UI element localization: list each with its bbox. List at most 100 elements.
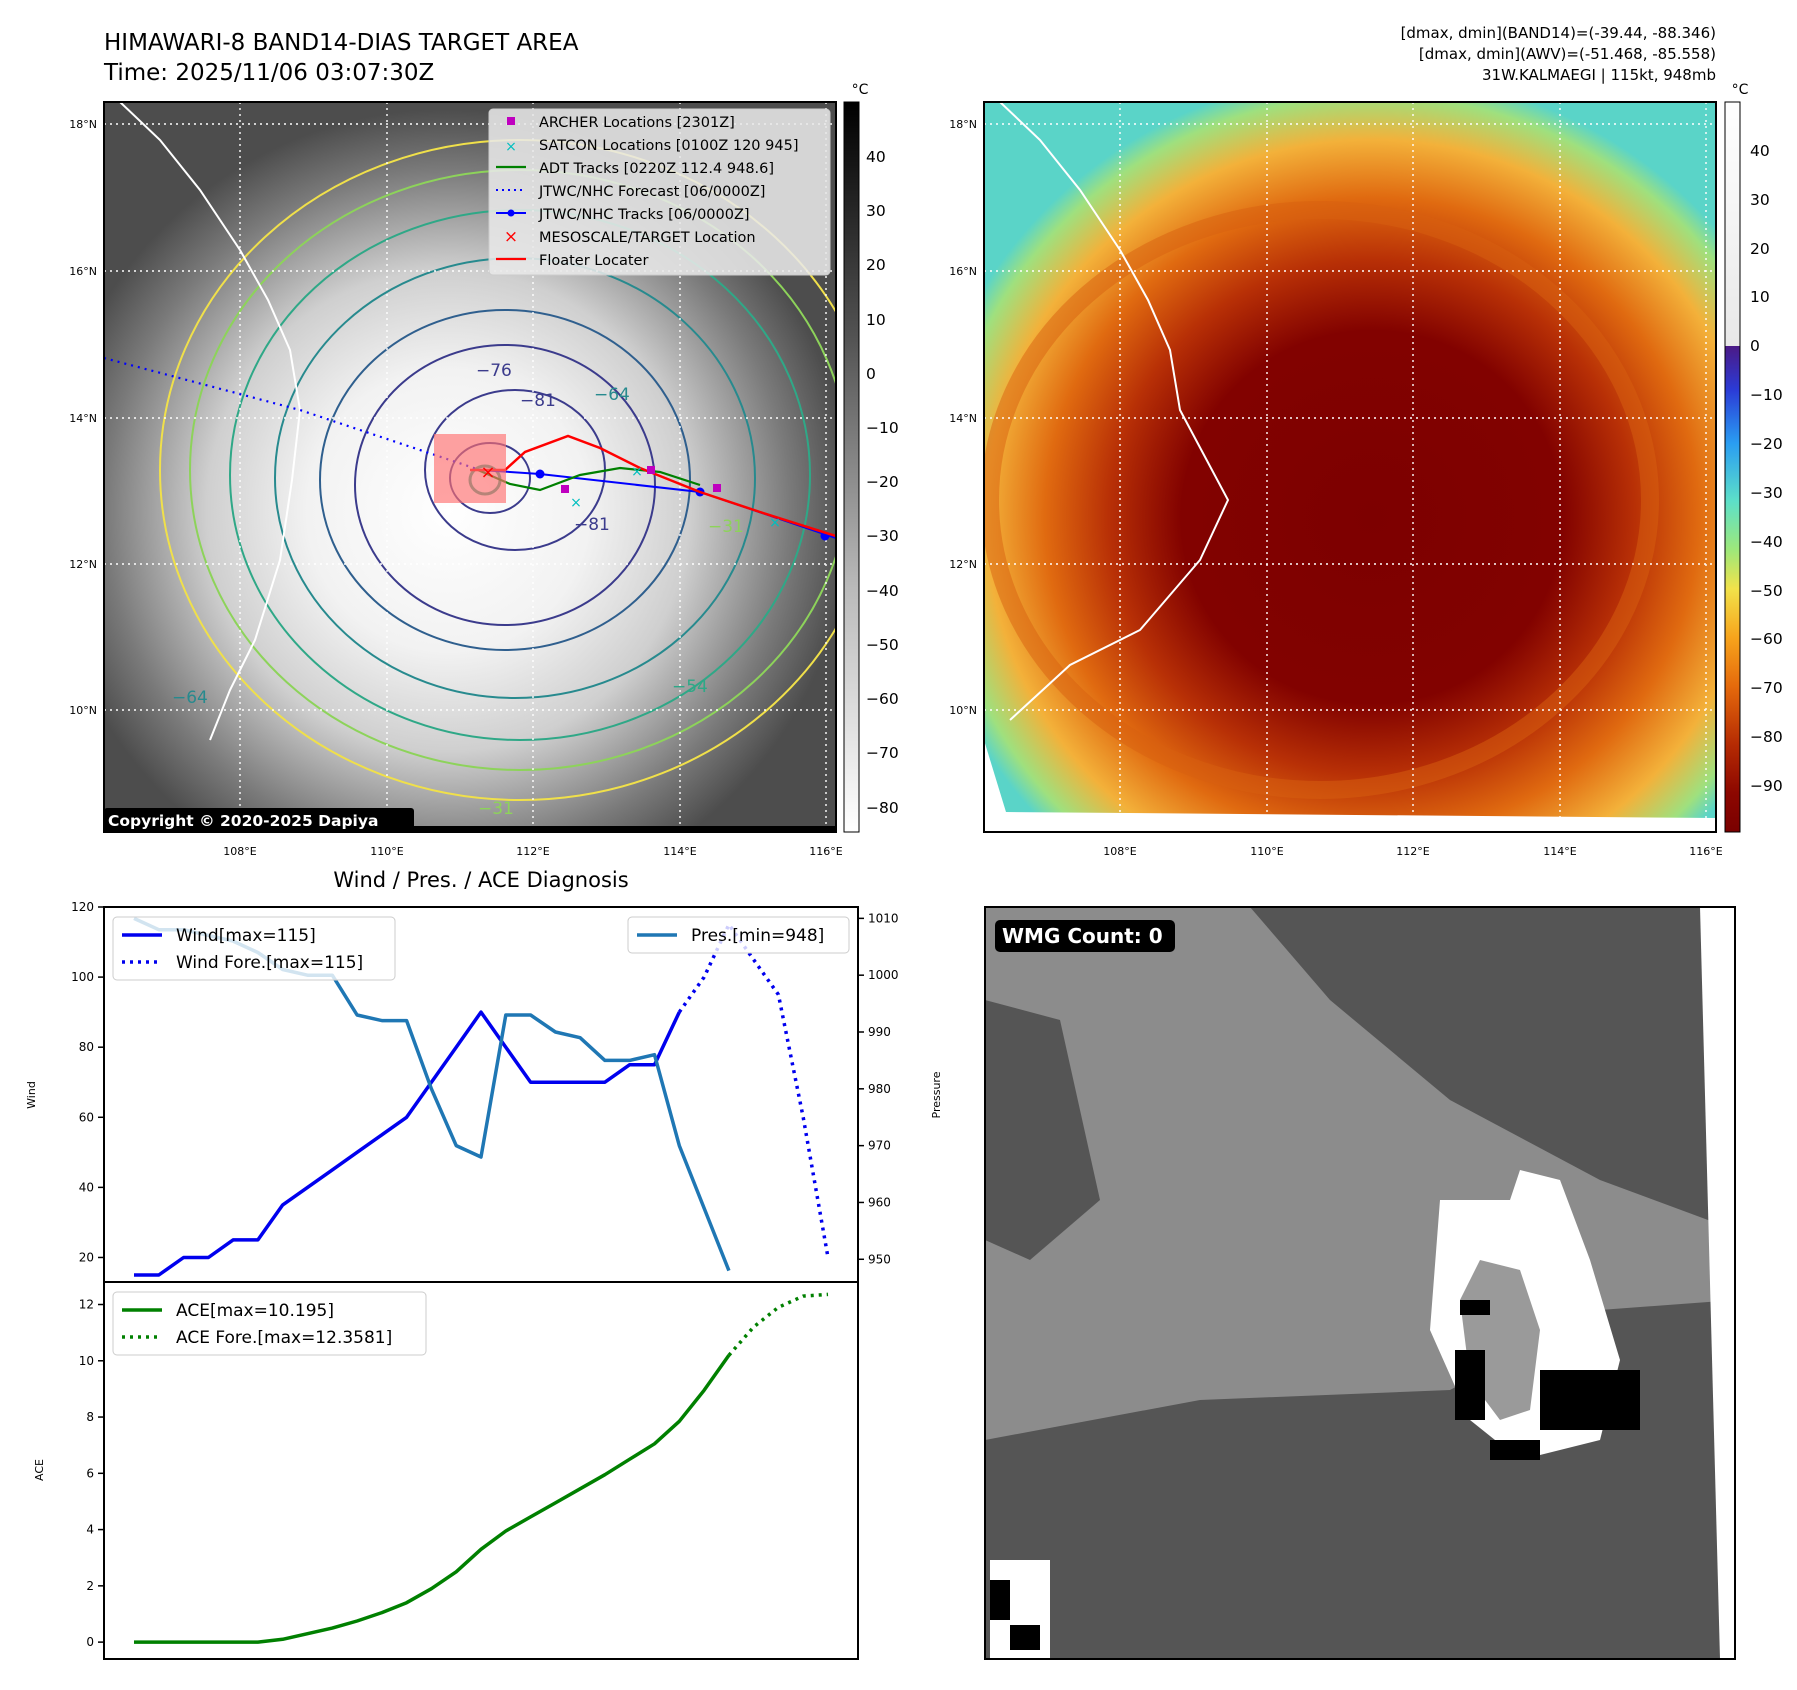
legend-wind-fore-label: Wind Fore.[max=115] bbox=[176, 953, 363, 973]
ace-legend: ACE[max=10.195] ACE Fore.[max=12.3581] bbox=[112, 1291, 427, 1356]
ir-colorbar: °C 40 30 20 10 0 −10 −20 −30 −40 −50 −60… bbox=[843, 82, 899, 833]
stats-band14: [dmax, dmin](BAND14)=(-39.44, -88.346) bbox=[1401, 24, 1716, 42]
ace-tick-label: 8 bbox=[86, 1410, 94, 1424]
pressure-axis-label: Pressure bbox=[930, 1071, 943, 1118]
ir-colorbar-tick: 0 bbox=[866, 365, 876, 383]
satcon-marker: × bbox=[631, 464, 643, 480]
lon-label: 112°E bbox=[1396, 845, 1429, 858]
ir-colorbar-tick: −10 bbox=[866, 419, 899, 437]
lat-label: 10°N bbox=[949, 704, 977, 717]
awv-lat-labels: 18°N 16°N 14°N 12°N 10°N bbox=[949, 118, 977, 717]
legend-wind-label: Wind[max=115] bbox=[176, 926, 316, 946]
ace-tick-label: 6 bbox=[86, 1466, 94, 1480]
jtwc-track-point bbox=[535, 469, 545, 479]
lon-label: 110°E bbox=[370, 845, 403, 858]
awv-map-frame bbox=[983, 101, 1717, 833]
contour-label: −64 bbox=[594, 385, 630, 405]
legend-forecast-label: JTWC/NHC Forecast [06/0000Z] bbox=[538, 184, 765, 200]
map-legend: ARCHER Locations [2301Z] × SATCON Locati… bbox=[488, 108, 831, 276]
copyright-box bbox=[104, 808, 414, 832]
ir-lon-labels: 108°E 110°E 112°E 114°E 116°E bbox=[223, 845, 842, 858]
awv-colorbar-tick: 20 bbox=[1750, 240, 1770, 258]
pressure-tick-label: 1010 bbox=[868, 911, 899, 925]
lat-label: 12°N bbox=[69, 558, 97, 571]
ir-colorbar-tick: 10 bbox=[866, 311, 886, 329]
awv-colorbar-tick: −10 bbox=[1750, 386, 1783, 404]
lat-label: 14°N bbox=[949, 412, 977, 425]
contour-labels: −76 −81 −64 −81 −64 −54 −31 −31 bbox=[172, 361, 744, 819]
ir-colorbar-tick: −50 bbox=[866, 636, 899, 654]
lon-label: 110°E bbox=[1250, 845, 1283, 858]
ace-tick-label: 10 bbox=[79, 1354, 94, 1368]
satcon-marker: × bbox=[570, 495, 582, 511]
ace-chart-frame bbox=[103, 1281, 859, 1660]
ir-colorbar-tick: 20 bbox=[866, 256, 886, 274]
pressure-tick-label: 960 bbox=[868, 1195, 891, 1209]
ace-tick-label: 2 bbox=[86, 1579, 94, 1593]
ace-tick-label: 0 bbox=[86, 1635, 94, 1649]
wind-tick-label: 20 bbox=[79, 1250, 94, 1264]
contour-label: −81 bbox=[520, 391, 556, 411]
lat-label: 14°N bbox=[69, 412, 97, 425]
contour-label: −81 bbox=[574, 515, 610, 535]
wind-tick-label: 60 bbox=[79, 1110, 94, 1124]
wind-line bbox=[134, 1010, 681, 1277]
pressure-tick-label: 950 bbox=[868, 1252, 891, 1266]
jtwc-forecast-track bbox=[104, 356, 481, 472]
awv-coastline bbox=[999, 102, 1230, 721]
ir-colorbar-tick: −60 bbox=[866, 690, 899, 708]
ace-axis-label: ACE bbox=[33, 1459, 46, 1481]
ace-line bbox=[134, 1354, 731, 1644]
awv-colorbar-tick: 40 bbox=[1750, 142, 1770, 160]
ir-colorbar-tick: 40 bbox=[866, 148, 886, 166]
legend-jtwc-dot bbox=[507, 209, 515, 217]
legend-floater-label: Floater Locater bbox=[539, 253, 648, 269]
contour-label: −31 bbox=[478, 799, 514, 819]
pressure-tick-label: 980 bbox=[868, 1082, 891, 1096]
awv-colorbar-tick: 0 bbox=[1750, 337, 1760, 355]
pressure-tick-label: 990 bbox=[868, 1025, 891, 1039]
awv-colorbar-tick: −80 bbox=[1750, 728, 1783, 746]
lon-label: 114°E bbox=[1543, 845, 1576, 858]
lat-label: 18°N bbox=[949, 118, 977, 131]
wind-axis-label: Wind bbox=[25, 1081, 38, 1109]
ace-chart: ACE 0 2 4 6 8 10 12 ACE[max=10.195] ACE Fore.[… bbox=[33, 1281, 859, 1660]
contour-label: −54 bbox=[672, 677, 708, 697]
legend-archer-swatch bbox=[507, 117, 515, 125]
lon-label: 116°E bbox=[809, 845, 842, 858]
wind-tick-label: 80 bbox=[79, 1040, 94, 1054]
lon-label: 112°E bbox=[516, 845, 549, 858]
mesoscale-target-area bbox=[434, 434, 506, 503]
ir-colorbar-tick: −20 bbox=[866, 473, 899, 491]
figure-time: Time: 2025/11/06 03:07:30Z bbox=[103, 60, 434, 86]
lat-label: 12°N bbox=[949, 558, 977, 571]
ir-colorbar-tick: 30 bbox=[866, 202, 886, 220]
ir-colorbar-tick: −30 bbox=[866, 527, 899, 545]
wmg-panel: WMG Count: 0 bbox=[984, 906, 1736, 1660]
wind-forecast-line bbox=[677, 922, 830, 1258]
awv-map-panel bbox=[983, 101, 1717, 833]
lon-label: 108°E bbox=[223, 845, 256, 858]
legend-ace-label: ACE[max=10.195] bbox=[176, 1301, 334, 1321]
pressure-tick-label: 970 bbox=[868, 1139, 891, 1153]
copyright: Copyright © 2020-2025 Dapiya bbox=[108, 812, 378, 830]
archer-marker bbox=[647, 466, 655, 474]
diagnosis-title: Wind / Pres. / ACE Diagnosis bbox=[333, 868, 628, 892]
legend-jtwc-label: JTWC/NHC Tracks [06/0000Z] bbox=[538, 207, 750, 223]
stats-awv: [dmax, dmin](AWV)=(-51.468, -85.558) bbox=[1419, 45, 1716, 63]
lat-label: 16°N bbox=[69, 265, 97, 278]
wmg-count-label: WMG Count: 0 bbox=[1002, 924, 1163, 948]
awv-colorbar-tick: −30 bbox=[1750, 484, 1783, 502]
lat-label: 18°N bbox=[69, 118, 97, 131]
awv-colorbar: °C 40 30 20 10 0 −10 −20 −30 −40 −50 −60… bbox=[1724, 82, 1783, 833]
awv-colorbar-unit: °C bbox=[1732, 82, 1749, 98]
ir-colorbar-unit: °C bbox=[852, 82, 869, 98]
lat-label: 10°N bbox=[69, 704, 97, 717]
wmg-frame bbox=[984, 906, 1736, 1660]
wind-legend: Wind[max=115] Wind Fore.[max=115] bbox=[112, 916, 396, 981]
pressure-tick-label: 1000 bbox=[868, 968, 899, 982]
legend-target-label: MESOSCALE/TARGET Location bbox=[539, 230, 756, 246]
ir-map-frame bbox=[103, 101, 837, 833]
lat-label: 16°N bbox=[949, 265, 977, 278]
awv-colorbar-tick: −20 bbox=[1750, 435, 1783, 453]
